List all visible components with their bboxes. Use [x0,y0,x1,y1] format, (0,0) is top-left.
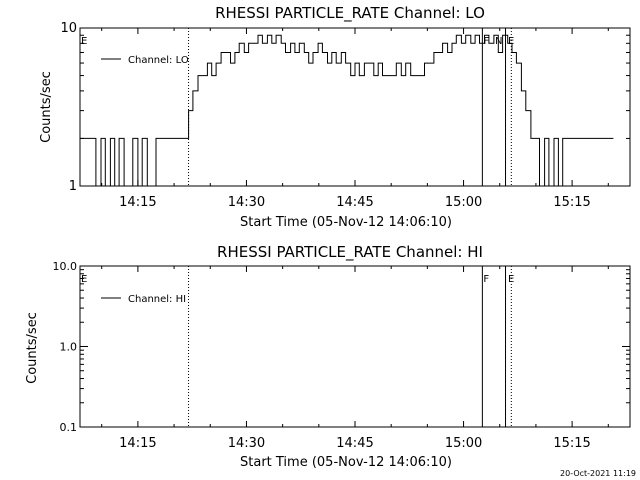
event-marker-label: E [508,274,514,285]
x-tick-label: 14:15 [119,195,156,210]
lo-series-line [80,34,614,187]
x-tick-label: 15:00 [445,436,482,451]
x-tick-label: 14:45 [336,195,373,210]
event-marker-label: F [483,274,489,285]
lo-chart-title: RHESSI PARTICLE_RATE Channel: LO [215,4,485,23]
event-marker-label: E [508,36,514,47]
x-tick-label: 14:45 [336,436,373,451]
x-tick-label: 15:00 [445,195,482,210]
lo-y-axis: 1 10 [60,21,630,194]
hi-legend-label: Channel: HI [128,294,186,305]
x-tick-label: 14:15 [119,436,156,451]
hi-x-axis-label: Start Time (05-Nov-12 14:06:10) [240,455,452,470]
lo-plot-frame [79,27,631,187]
hi-y-axis-label: Counts/sec [25,312,40,384]
y-tick-label: 1.0 [60,341,78,354]
hi-chart-title: RHESSI PARTICLE_RATE Channel: HI [217,243,483,262]
event-marker-label: F [483,36,489,47]
y-tick-label: 0.1 [60,421,78,434]
hi-guide-lines [188,266,512,427]
lo-guide-lines [188,28,512,186]
event-marker-label: E [81,36,87,47]
event-marker-label: E [81,274,87,285]
y-tick-label: 10 [60,21,77,36]
x-tick-label: 15:15 [553,195,590,210]
hi-channel-panel: RHESSI PARTICLE_RATE Channel: HI 14:15 14… [25,243,631,470]
hi-plot-frame [79,265,631,428]
y-tick-label: 10.0 [53,260,78,273]
y-tick-label: 1 [69,179,77,194]
lo-y-axis-label: Counts/sec [39,71,54,143]
timestamp: 20-Oct-2021 11:19 [560,469,636,478]
hi-y-axis: 0.1 1.0 10.0 [53,260,630,434]
x-tick-label: 15:15 [553,436,590,451]
lo-x-axis-label: Start Time (05-Nov-12 14:06:10) [240,215,452,230]
lo-legend-label: Channel: LO [128,55,189,66]
x-tick-label: 14:30 [228,436,265,451]
x-tick-label: 14:30 [228,195,265,210]
lo-channel-panel: RHESSI PARTICLE_RATE Channel: LO 14:15 14… [39,4,631,230]
